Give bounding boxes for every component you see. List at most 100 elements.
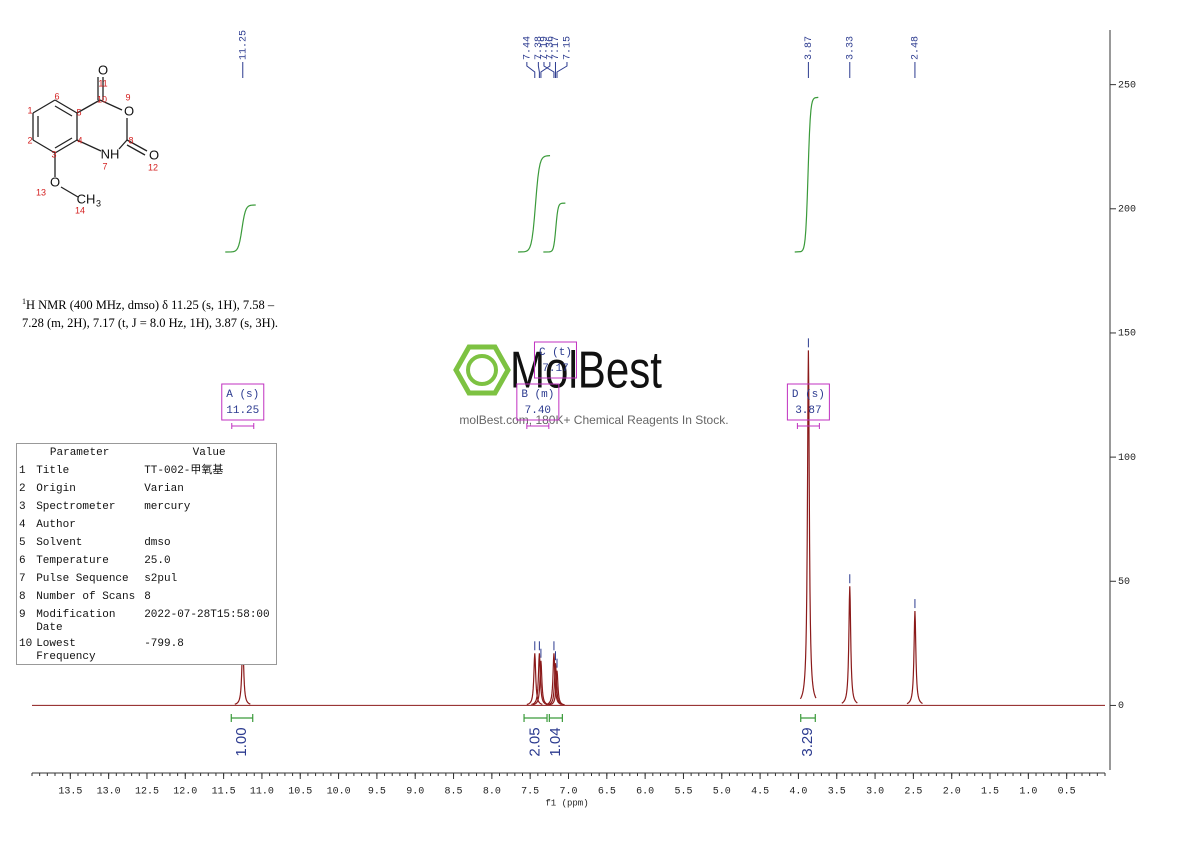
parameter-value xyxy=(142,516,276,534)
watermark-logo-icon xyxy=(453,344,511,396)
parameter-value: mercury xyxy=(144,501,191,513)
x-tick-label: 7.0 xyxy=(559,787,577,798)
integral-bracket xyxy=(523,714,548,722)
bond xyxy=(99,99,123,111)
atom-number: 4 xyxy=(77,135,82,145)
multiplet-box xyxy=(786,383,830,421)
parameter-table: Parameter Value 1 Title TT-002-甲氧基 2 Origin Var… xyxy=(16,443,277,665)
parameter-name: Origin xyxy=(36,483,76,495)
description-line: H NMR (400 MHz, dmso) δ 11.25 (s, 1H), 7… xyxy=(26,298,275,313)
row-number: 9 xyxy=(19,609,26,621)
atom-number: 13 xyxy=(36,187,46,197)
header-cell: Value xyxy=(192,447,226,459)
parameter-name: Title xyxy=(36,465,70,477)
multiplet-label: B (m) xyxy=(521,389,554,401)
table-row: 6 Temperature 25.0 xyxy=(17,552,276,570)
atom-label: NH xyxy=(101,146,120,161)
y-tick-label: 250 xyxy=(1118,80,1136,91)
atom-label: CH xyxy=(77,191,96,206)
parameter-value: 8 xyxy=(144,591,151,603)
peak-label: 7.44 xyxy=(522,36,533,60)
bond xyxy=(118,139,128,150)
x-tick-label: 12.5 xyxy=(135,787,159,798)
atom-label: O xyxy=(149,147,159,162)
atom-label: O xyxy=(98,62,108,77)
multiplet-shift: 7.17 xyxy=(542,363,568,375)
x-tick-label: 1.0 xyxy=(1019,787,1037,798)
peak-label: 3.33 xyxy=(845,36,856,60)
x-tick-label: 3.0 xyxy=(866,787,884,798)
parameter-value: TT-002-甲氧基 xyxy=(144,465,224,477)
peak-label: 7.17 xyxy=(551,36,562,60)
atom-number: 6 xyxy=(54,91,59,101)
peak-label: 2.48 xyxy=(911,36,922,60)
multiplet-box xyxy=(221,383,265,421)
row-number: 3 xyxy=(19,501,26,513)
atom-number: 12 xyxy=(148,162,158,172)
bond xyxy=(76,99,101,114)
multiplet-label: C (t) xyxy=(539,347,572,359)
peak-label-leader xyxy=(543,62,555,78)
row-number: 5 xyxy=(19,537,26,549)
x-tick-label: 8.5 xyxy=(445,787,463,798)
parameter-name: Lowest Frequency xyxy=(36,638,96,663)
peak-label: 7.36 xyxy=(545,36,556,60)
x-tick-label: 13.0 xyxy=(97,787,121,798)
atom-number: 1 xyxy=(27,105,32,115)
atom-number: 9 xyxy=(125,92,130,102)
peak-label: 7.15 xyxy=(563,36,574,60)
bond xyxy=(54,137,73,149)
logo-ring xyxy=(466,354,498,386)
integral-label: 1.00 xyxy=(233,727,250,756)
row-number: 6 xyxy=(19,555,26,567)
parameter-value: Varian xyxy=(144,483,184,495)
x-tick-label: 0.5 xyxy=(1058,787,1076,798)
x-tick-label: 5.0 xyxy=(713,787,731,798)
atom-number: 11 xyxy=(98,78,107,88)
bond xyxy=(32,139,56,154)
row-number: 2 xyxy=(19,483,26,495)
multiplet-range xyxy=(796,423,820,429)
row-number: 4 xyxy=(19,519,26,531)
integral-curve xyxy=(543,202,566,253)
y-tick-label: 100 xyxy=(1118,453,1136,464)
x-tick-label: 6.0 xyxy=(636,787,654,798)
y-tick-label: 50 xyxy=(1118,577,1130,588)
table-row: 9 Modification Date 2022-07-28T15:58:00 xyxy=(17,606,276,635)
integral-curve xyxy=(225,204,256,253)
nmr-description: 1H NMR (400 MHz, dmso) δ 11.25 (s, 1H), … xyxy=(22,293,278,332)
bond xyxy=(60,186,79,198)
molecule-bonds xyxy=(32,77,148,198)
multiplet-label: A (s) xyxy=(226,389,259,401)
peak-label: 3.87 xyxy=(804,36,815,60)
x-tick-label: 7.5 xyxy=(521,787,539,798)
x-tick-label: 9.5 xyxy=(368,787,386,798)
atom-number: 2 xyxy=(27,135,32,145)
watermark-tagline: molBest.com, 180K+ Chemical Reagents In … xyxy=(459,413,728,427)
atom-number: 10 xyxy=(97,94,107,104)
x-tick-label: 11.0 xyxy=(250,787,274,798)
description-line: 7.28 (m, 2H), 7.17 (t, J = 8.0 Hz, 1H), … xyxy=(22,316,278,331)
x-tick-label: 4.5 xyxy=(751,787,769,798)
multiplet-box xyxy=(516,383,560,421)
integral-curve xyxy=(794,96,819,253)
x-tick-label: 10.5 xyxy=(288,787,312,798)
integral-bracket xyxy=(230,714,254,722)
table-row: 7 Pulse Sequence s2pul xyxy=(17,570,276,588)
parameter-value: 25.0 xyxy=(144,555,171,567)
peak-label-leader xyxy=(540,62,551,78)
atom-label: O xyxy=(124,103,134,118)
bond xyxy=(126,139,148,152)
peak xyxy=(532,660,549,706)
x-axis-label: f1 (ppm) xyxy=(545,798,588,808)
multiplet-shift: 11.25 xyxy=(226,405,259,417)
bond xyxy=(54,105,73,117)
x-tick-label: 1.5 xyxy=(981,787,999,798)
atom-label: O xyxy=(50,174,60,189)
parameter-name: Solvent xyxy=(36,537,83,549)
parameter-value: 2022-07-28T15:58:00 xyxy=(144,609,270,621)
parameter-value: dmso xyxy=(144,537,171,549)
table-row: 4 Author xyxy=(17,516,276,534)
watermark-logo: MolBest xyxy=(510,342,662,400)
table-row: 5 Solvent dmso xyxy=(17,534,276,552)
